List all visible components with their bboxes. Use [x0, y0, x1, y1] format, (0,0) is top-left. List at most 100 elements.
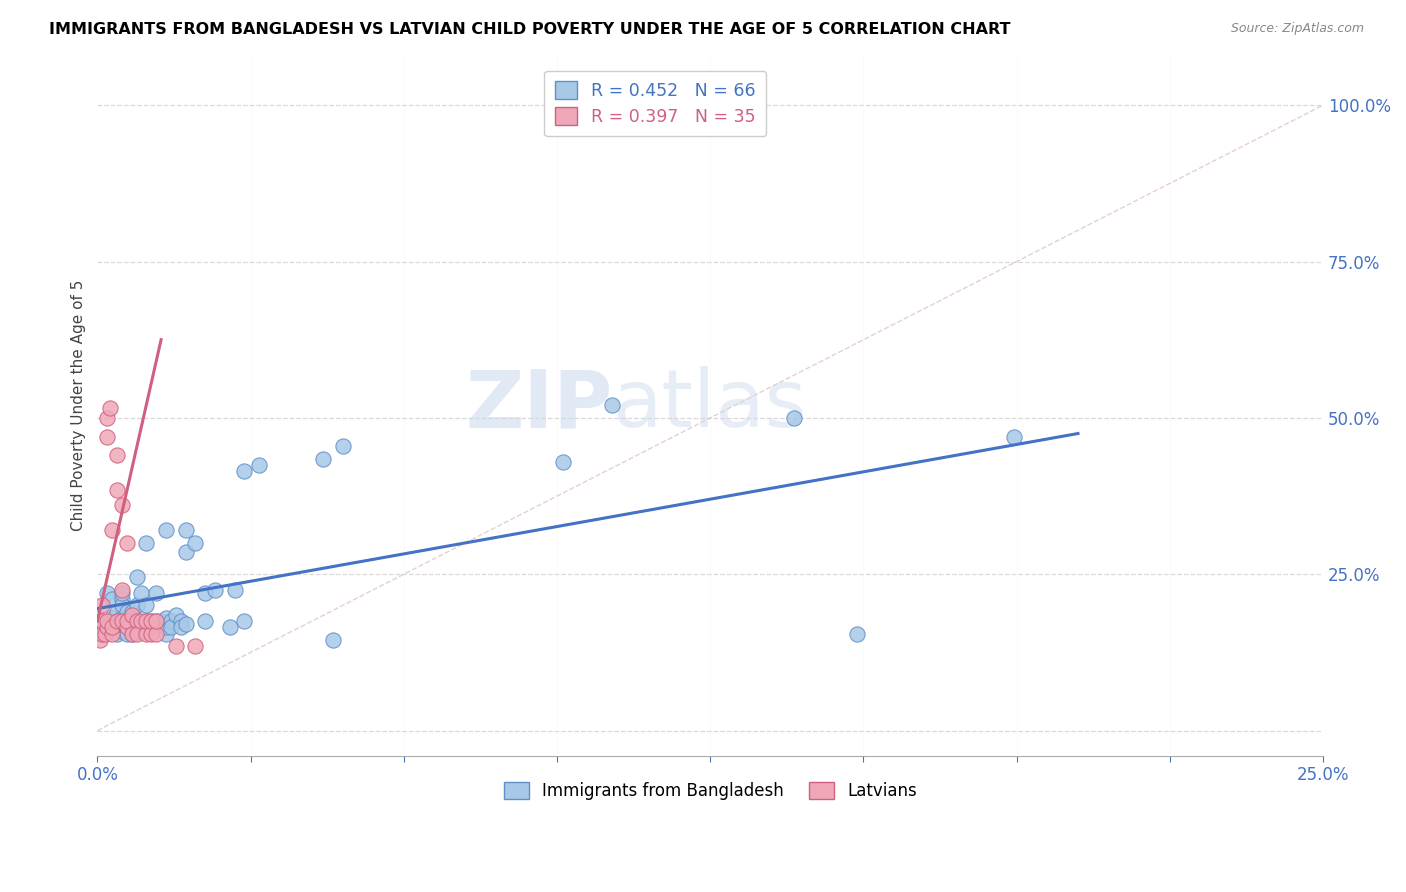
Point	[1002, 430, 1025, 444]
Point	[160, 620, 183, 634]
Point	[135, 614, 157, 628]
Legend: Immigrants from Bangladesh, Latvians: Immigrants from Bangladesh, Latvians	[496, 775, 924, 806]
Point	[135, 536, 157, 550]
Point	[135, 624, 157, 638]
Point	[218, 620, 240, 634]
Point	[105, 449, 128, 463]
Point	[141, 614, 163, 628]
Point	[125, 570, 148, 584]
Point	[141, 626, 163, 640]
Point	[194, 586, 217, 600]
Point	[93, 624, 115, 638]
Y-axis label: Child Poverty Under the Age of 5: Child Poverty Under the Age of 5	[72, 280, 86, 531]
Text: atlas: atlas	[612, 367, 807, 444]
Point	[600, 398, 623, 412]
Point	[96, 586, 118, 600]
Point	[111, 599, 134, 613]
Point	[145, 614, 167, 628]
Point	[115, 626, 138, 640]
Point	[115, 605, 138, 619]
Point	[111, 614, 134, 628]
Point	[91, 614, 114, 628]
Point	[170, 620, 193, 634]
Point	[165, 607, 187, 622]
Point	[135, 599, 157, 613]
Point	[111, 611, 134, 625]
Point	[322, 632, 344, 647]
Point	[332, 439, 354, 453]
Point	[101, 592, 124, 607]
Point	[155, 626, 177, 640]
Point	[93, 626, 115, 640]
Point	[115, 620, 138, 634]
Point	[105, 614, 128, 628]
Point	[125, 599, 148, 613]
Point	[90, 614, 112, 628]
Point	[155, 620, 177, 634]
Point	[145, 586, 167, 600]
Point	[125, 614, 148, 628]
Point	[96, 430, 118, 444]
Point	[115, 614, 138, 628]
Point	[145, 614, 167, 628]
Point	[91, 599, 114, 613]
Point	[135, 614, 157, 628]
Point	[101, 626, 124, 640]
Point	[224, 582, 246, 597]
Point	[125, 624, 148, 638]
Point	[111, 499, 134, 513]
Point	[782, 410, 804, 425]
Point	[553, 455, 575, 469]
Point	[141, 620, 163, 634]
Point	[131, 586, 153, 600]
Point	[111, 586, 134, 600]
Point	[145, 626, 167, 640]
Point	[105, 614, 128, 628]
Point	[141, 614, 163, 628]
Point	[155, 524, 177, 538]
Point	[150, 614, 173, 628]
Point	[135, 626, 157, 640]
Point	[121, 607, 143, 622]
Point	[312, 451, 335, 466]
Point	[194, 614, 217, 628]
Point	[121, 626, 143, 640]
Point	[105, 605, 128, 619]
Point	[105, 626, 128, 640]
Point	[184, 639, 207, 653]
Point	[233, 464, 256, 478]
Point	[174, 545, 197, 559]
Point	[96, 614, 118, 628]
Point	[115, 614, 138, 628]
Point	[184, 536, 207, 550]
Point	[174, 617, 197, 632]
Point	[204, 582, 226, 597]
Point	[115, 536, 138, 550]
Point	[115, 624, 138, 638]
Point	[101, 620, 124, 634]
Text: ZIP: ZIP	[465, 367, 612, 444]
Point	[121, 620, 143, 634]
Point	[247, 458, 270, 472]
Point	[96, 620, 118, 634]
Point	[111, 592, 134, 607]
Point	[121, 611, 143, 625]
Point	[89, 632, 111, 647]
Point	[115, 617, 138, 632]
Point	[160, 614, 183, 628]
Point	[111, 624, 134, 638]
Point	[131, 620, 153, 634]
Point	[121, 605, 143, 619]
Point	[131, 614, 153, 628]
Point	[96, 410, 118, 425]
Point	[233, 614, 256, 628]
Point	[170, 614, 193, 628]
Point	[101, 611, 124, 625]
Text: IMMIGRANTS FROM BANGLADESH VS LATVIAN CHILD POVERTY UNDER THE AGE OF 5 CORRELATI: IMMIGRANTS FROM BANGLADESH VS LATVIAN CH…	[49, 22, 1011, 37]
Point	[101, 524, 124, 538]
Point	[174, 524, 197, 538]
Point	[125, 614, 148, 628]
Point	[121, 626, 143, 640]
Point	[846, 626, 869, 640]
Point	[98, 401, 121, 416]
